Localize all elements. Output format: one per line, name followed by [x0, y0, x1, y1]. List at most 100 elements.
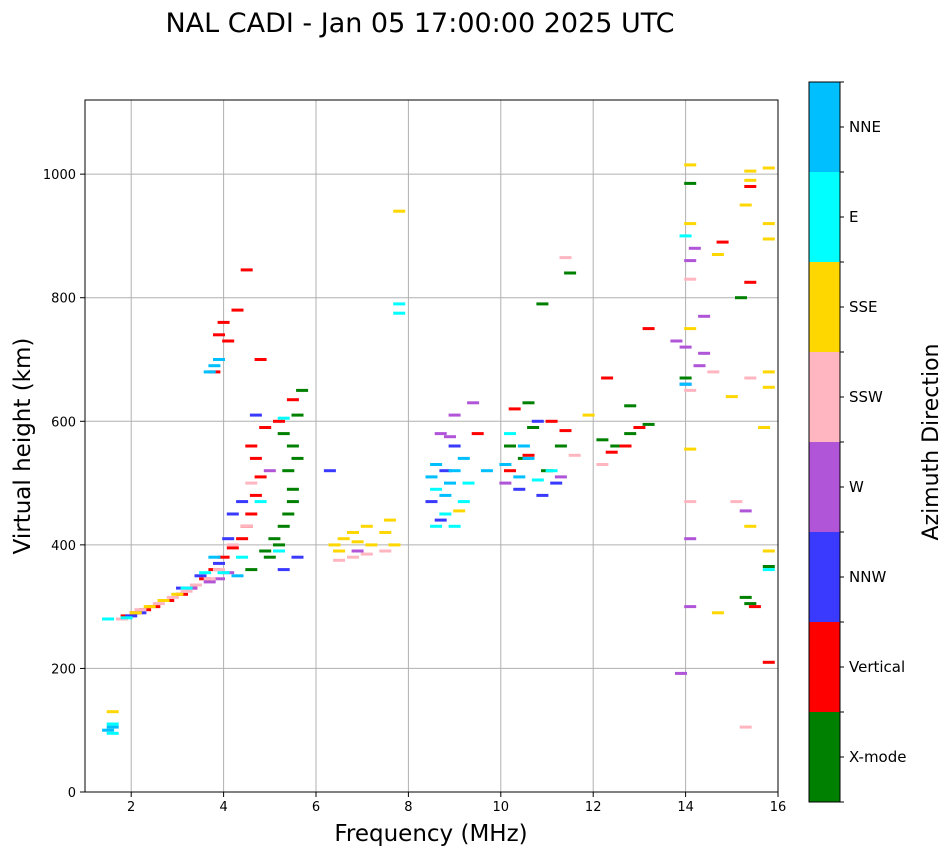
colorbar: X-mode Vertical NNW W SSW SSE E NNE	[808, 81, 906, 803]
x-tick-label: 14	[677, 800, 694, 815]
data-point	[203, 577, 216, 581]
x-tick-label: 6	[312, 800, 320, 815]
data-point	[744, 280, 757, 284]
data-point	[679, 234, 692, 238]
data-point	[203, 370, 216, 374]
colorbar-segment	[809, 532, 840, 622]
data-point	[236, 500, 249, 504]
series-nnw	[125, 382, 692, 618]
data-point	[448, 413, 461, 417]
data-point	[273, 549, 285, 553]
data-point	[393, 311, 406, 315]
data-point	[730, 500, 743, 504]
data-point	[508, 407, 521, 411]
data-point	[684, 181, 697, 185]
data-point	[707, 370, 720, 374]
data-point	[282, 512, 295, 516]
data-point	[711, 253, 724, 256]
data-point	[286, 444, 299, 448]
y-tick-label: 1000	[43, 168, 76, 183]
data-point	[453, 509, 466, 513]
y-axis: 0 200 400 600 800 1000	[43, 168, 85, 801]
data-point	[684, 259, 697, 263]
data-point	[213, 358, 225, 361]
x-tick-label: 2	[127, 800, 135, 815]
colorbar-segment	[809, 712, 840, 802]
colorbar-tick-label: NNW	[849, 568, 886, 586]
data-point	[550, 481, 563, 485]
data-point	[351, 549, 364, 553]
data-point	[106, 710, 119, 714]
data-point	[157, 599, 170, 602]
data-point	[513, 475, 526, 479]
y-tick-label: 0	[68, 786, 76, 801]
data-point	[471, 432, 484, 436]
data-point	[684, 447, 697, 451]
data-point	[277, 416, 290, 420]
data-point	[337, 537, 350, 541]
x-axis-label: Frequency (MHz)	[334, 821, 527, 847]
data-point	[106, 731, 119, 735]
data-point	[735, 296, 747, 300]
data-point	[106, 722, 119, 726]
y-tick-label: 400	[51, 539, 76, 554]
data-point	[531, 478, 544, 482]
data-point	[254, 358, 267, 361]
data-point	[365, 543, 378, 547]
data-point	[194, 574, 207, 578]
data-point	[213, 577, 225, 581]
data-point	[684, 327, 697, 331]
data-point	[684, 388, 697, 392]
colorbar-segment	[809, 442, 840, 532]
data-point	[499, 481, 512, 485]
colorbar-tick-label: Vertical	[849, 658, 905, 676]
colorbar-frame	[808, 81, 841, 803]
data-point	[286, 398, 299, 402]
data-point	[231, 574, 244, 578]
data-point	[688, 246, 701, 250]
data-point	[439, 512, 452, 516]
data-point	[448, 444, 461, 448]
data-point	[143, 605, 156, 609]
data-point	[240, 524, 253, 528]
data-point	[208, 364, 221, 368]
data-point	[762, 385, 775, 389]
data-point	[217, 320, 230, 324]
data-point	[633, 426, 646, 429]
data-point	[744, 178, 757, 182]
data-point	[203, 580, 216, 584]
data-point	[439, 493, 452, 497]
data-point	[480, 469, 493, 473]
data-point	[277, 568, 290, 572]
colorbar-segment	[809, 622, 840, 712]
data-point	[545, 419, 558, 423]
data-point	[277, 432, 290, 436]
data-point	[213, 333, 225, 337]
data-point	[675, 671, 687, 675]
data-point	[393, 209, 406, 213]
data-point	[259, 426, 272, 429]
data-point	[217, 571, 230, 575]
data-point	[226, 546, 239, 550]
data-point	[430, 524, 443, 528]
data-point	[744, 185, 757, 188]
data-point	[504, 444, 516, 448]
data-point	[328, 543, 341, 547]
data-point	[379, 549, 392, 553]
data-point	[744, 524, 757, 528]
data-point	[236, 555, 249, 559]
data-point	[240, 268, 253, 272]
data-point	[102, 728, 115, 732]
data-point	[291, 555, 304, 559]
data-point	[222, 537, 235, 541]
data-points	[102, 163, 775, 735]
data-point	[249, 456, 262, 460]
data-point	[684, 537, 697, 541]
data-point	[739, 725, 752, 729]
data-point	[171, 592, 184, 596]
data-point	[213, 568, 225, 572]
colorbar-tick-label: NNE	[849, 118, 881, 136]
data-point	[744, 602, 757, 606]
x-tick-label: 12	[585, 800, 602, 815]
